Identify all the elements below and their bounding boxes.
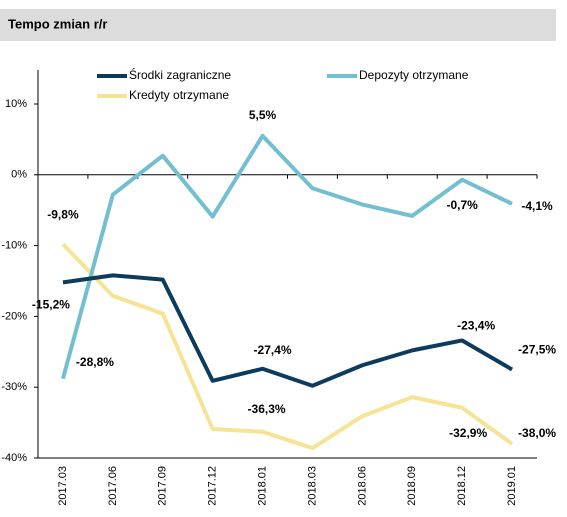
data-label: -15,2% <box>32 298 70 312</box>
data-label: 5,5% <box>249 108 277 122</box>
header-band <box>0 9 556 41</box>
data-label: -23,4% <box>457 319 495 333</box>
y-tick-label: -20% <box>1 310 27 322</box>
series-line <box>61 242 514 451</box>
data-label: -38,0% <box>518 426 556 440</box>
x-tick-label: 2018.06 <box>356 466 368 506</box>
x-tick-label: 2018.01 <box>256 466 268 506</box>
legend-label: Środki zagraniczne <box>129 67 231 82</box>
x-tick-label: 2018.09 <box>406 466 418 506</box>
y-tick-label: 0% <box>11 169 27 181</box>
data-label: -28,8% <box>76 355 114 369</box>
x-tick-label: 2017.12 <box>207 466 219 506</box>
x-tick-label: 2018.12 <box>456 466 468 506</box>
data-label: -9,8% <box>47 207 79 221</box>
series-line <box>61 133 513 380</box>
data-label: -32,9% <box>449 426 487 440</box>
x-tick-label: 2017.03 <box>57 466 69 506</box>
x-tick-label: 2017.09 <box>157 466 169 506</box>
x-tick-label: 2019.01 <box>506 466 518 506</box>
data-label: -0,7% <box>446 198 478 212</box>
legend-label: Kredyty otrzymane <box>129 88 229 102</box>
data-label: -4,1% <box>521 199 553 213</box>
data-label: -27,4% <box>254 343 292 357</box>
legend-label: Depozyty otrzymane <box>359 68 469 82</box>
x-tick-label: 2018.03 <box>306 466 318 506</box>
x-tick-label: 2017.06 <box>107 466 119 506</box>
y-tick-label: -10% <box>1 240 27 252</box>
y-tick-label: -40% <box>1 452 27 464</box>
series-line <box>62 273 514 388</box>
header-title: Tempo zmian r/r <box>8 16 107 31</box>
y-tick-label: -30% <box>1 381 27 393</box>
data-label: -36,3% <box>248 402 286 416</box>
y-tick-label: 10% <box>5 98 27 110</box>
data-label: -27,5% <box>518 343 556 357</box>
